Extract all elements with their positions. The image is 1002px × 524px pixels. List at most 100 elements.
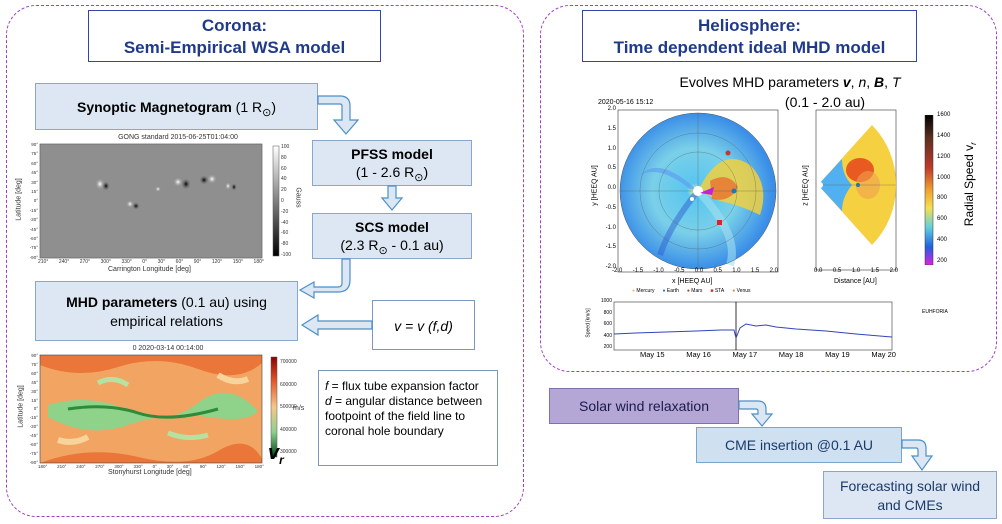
- vr-ytick: -45°: [29, 433, 38, 439]
- synoptic-end: ): [271, 99, 277, 115]
- magnetogram-svg: [39, 143, 280, 259]
- synoptic-magnetogram-box: Synoptic Magnetogram (1 R⊙): [35, 83, 318, 130]
- speed-date: May 16: [686, 350, 711, 359]
- magnetogram-cbar-tick: -80: [281, 241, 289, 248]
- vr-xtick: 270°: [95, 464, 105, 469]
- speed-ytick: 600: [603, 321, 612, 327]
- cbar-tick: 600: [937, 216, 948, 223]
- radial-speed-label: Radial Speed vr: [962, 134, 978, 234]
- vr-ytick: -15°: [29, 415, 38, 421]
- heliosphere-title-line2: Time dependent ideal MHD model: [613, 38, 886, 57]
- speed-ytick: 200: [603, 344, 612, 350]
- speed-date: May 18: [778, 350, 804, 359]
- workflow-step-cme-insertion: CME insertion @0.1 AU: [696, 427, 902, 463]
- speed-dates: May 15 May 16 May 17 May 18 May 19 May 2…: [640, 350, 896, 359]
- evolves-range: (0.1 - 2.0 au): [784, 94, 866, 110]
- vr-ytick: -30°: [29, 424, 38, 430]
- magnetogram-ytick: 60°: [31, 160, 38, 166]
- speed-date: May 19: [825, 350, 850, 359]
- magnetogram-cbar-tick: -60: [281, 230, 289, 237]
- vr-map-xlabel: Stonyhurst Longitude [deg]: [108, 469, 192, 476]
- cbar-tick: 200: [937, 257, 948, 264]
- equation-text: v = v (f,d): [394, 318, 453, 334]
- radial-speed-text: Radial Speed v: [961, 144, 976, 227]
- vr-map-title: 0 2020-03-14 00:14:00: [132, 345, 204, 352]
- magnetogram-cbar-tick: 20: [281, 187, 287, 194]
- meridional-xticks: 0.0 0.5 1.0 1.5 2.0: [814, 268, 898, 274]
- speed-date: May 15: [640, 350, 665, 359]
- sim-timestamp: 2020-05-16 15:12: [598, 99, 654, 106]
- pfss-model-box: PFSS model (1 - 2.6 R⊙): [312, 140, 472, 186]
- meridional-xtick: 0.0: [814, 268, 823, 274]
- evolves-n: n: [858, 74, 867, 90]
- legend-earth: ● Earth: [662, 288, 679, 294]
- definition-d: d = angular distance between footpoint o…: [325, 394, 491, 439]
- speed-ylabel: Speed [km/s]: [585, 308, 592, 338]
- magnetogram-xtick: 120°: [211, 259, 223, 265]
- heliosphere-title-line1: Heliosphere:: [698, 16, 801, 35]
- magnetogram-ytick: -90°: [29, 254, 38, 260]
- radial-speed-cbar-ticks: 1600 1400 1200 1000 800 600 400 200: [937, 112, 950, 264]
- polar-ytick: 1.0: [607, 145, 616, 152]
- vr-colorbar-ticks: 700000 600000 500000 400000 300000: [280, 359, 297, 455]
- meridional-plot: [815, 109, 897, 271]
- definition-f: f = flux tube expansion factor: [325, 379, 491, 394]
- evolves-prefix: Evolves MHD parameters: [679, 74, 843, 90]
- magnetogram-cbar-tick: 0: [281, 197, 284, 204]
- corona-panel: [6, 5, 524, 517]
- vr-ytick: -90°: [29, 459, 38, 465]
- magnetogram-cbar-tick: 40: [281, 176, 287, 183]
- vr-xtick: 150°: [235, 464, 245, 469]
- mars-marker: [725, 150, 731, 156]
- vr-ytick: 90°: [31, 353, 38, 358]
- cbar-tick: 1600: [937, 112, 951, 118]
- legend-sta-label: STA: [714, 288, 725, 294]
- pfss-range: (1 - 2.6 R: [355, 164, 415, 180]
- legend-venus-label: Venus: [736, 288, 751, 294]
- corona-title-line2: Semi-Empirical WSA model: [123, 38, 346, 57]
- magnetogram-title: GONG standard 2015-06-25T01:04:00: [118, 134, 238, 141]
- meridional-xtick: 0.5: [832, 268, 842, 274]
- definition-d-symbol: d: [325, 394, 332, 408]
- magnetogram-yticks: 90° 75° 60° 45° 30° 15° 0° -15° -30° -45…: [22, 142, 38, 260]
- vr-cbar-tick: 400000: [280, 426, 297, 433]
- magnetogram-cbar-tick: -20: [281, 208, 289, 215]
- vr-map-plot: 0 2020-03-14 00:14:00 Stonyhurst Longitu…: [18, 345, 305, 476]
- vr-yticks: 90° 75° 60° 45° 30° 15° 0° -15° -30° -45…: [22, 353, 38, 465]
- magnetogram-ytick: 30°: [31, 179, 38, 185]
- vr-xtick: 180°: [38, 464, 48, 469]
- corona-title: Corona: Semi-Empirical WSA model: [88, 10, 381, 62]
- magnetogram-ytick: 15°: [31, 189, 38, 195]
- magnetogram-xticks: 210° 240° 270° 300° 330° 0° 30° 60° 90° …: [38, 259, 264, 265]
- sun-symbol: ⊙: [378, 244, 388, 257]
- vr-ytick: 0°: [33, 406, 38, 412]
- vr-cbar-tick: 600000: [280, 381, 297, 388]
- meridional-xtick: 1.0: [851, 268, 861, 274]
- vr-cbar-tick: 300000: [280, 449, 297, 455]
- polar-xtick: -0.5: [674, 268, 685, 274]
- earth-marker: [731, 188, 737, 194]
- speed-ytick: 800: [603, 309, 612, 316]
- equatorial-plot: [617, 109, 779, 273]
- cbar-tick: 1400: [937, 132, 951, 139]
- vr-map-features: [40, 355, 262, 463]
- arrow-relaxation-to-cme: [738, 400, 774, 427]
- polar-xtick: 0.0: [694, 268, 704, 274]
- polar-ytick: -2.0: [605, 264, 616, 270]
- vr-symbol-sub: r: [279, 453, 284, 467]
- magnetogram-ytick: -75°: [29, 245, 38, 251]
- vr-colorbar-label: m/s: [293, 405, 305, 412]
- step3-line1: Forecasting solar wind: [839, 478, 981, 494]
- pfss-end: ): [423, 164, 429, 180]
- polar-xtick: -2.0: [612, 268, 623, 274]
- polar-ytick: -1.5: [605, 244, 616, 251]
- legend-earth-label: Earth: [666, 288, 679, 294]
- step1-label: Solar wind relaxation: [579, 398, 709, 414]
- polar-ytick: 1.5: [607, 125, 616, 132]
- mhd-label: MHD parameters: [66, 294, 178, 310]
- vr-ytick: 30°: [31, 388, 38, 394]
- magnetogram-ytick: -30°: [29, 217, 38, 223]
- vr-symbol-v: v: [268, 442, 280, 464]
- polar-xtick: 1.5: [750, 268, 760, 274]
- definition-d-text: = angular distance between footpoint of …: [325, 394, 483, 438]
